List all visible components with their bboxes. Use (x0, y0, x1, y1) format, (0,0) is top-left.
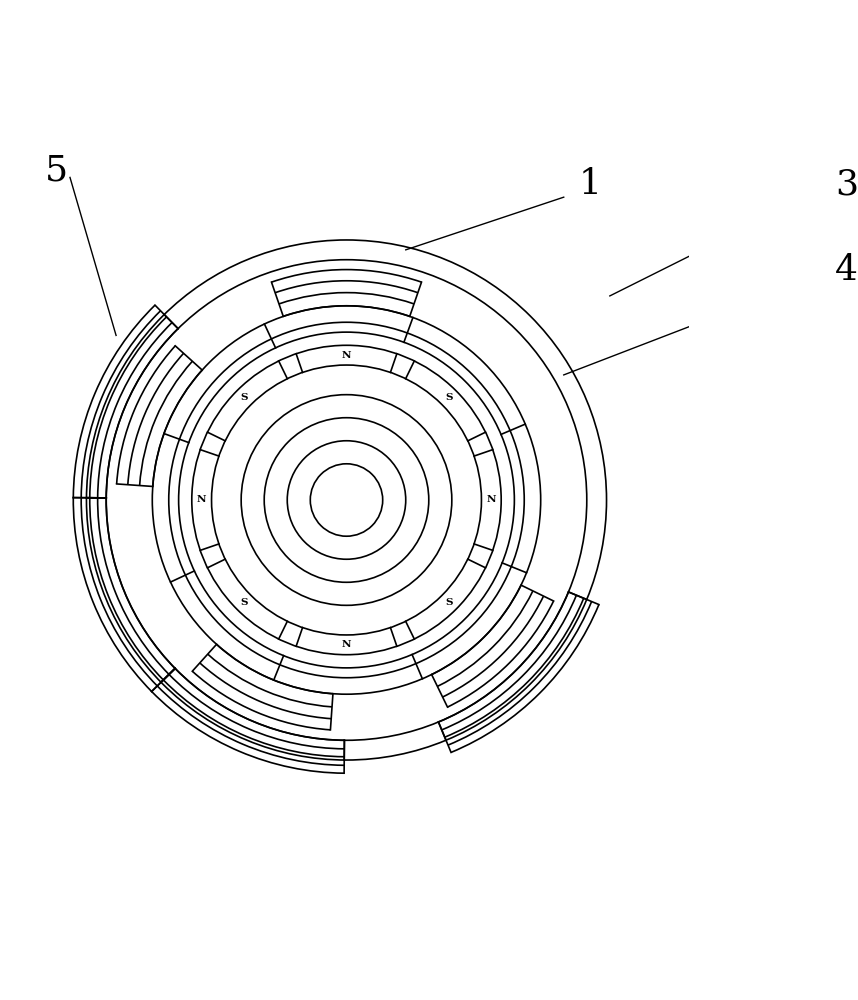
Text: S: S (445, 393, 453, 402)
Text: S: S (445, 598, 453, 607)
Text: N: N (341, 351, 351, 360)
Text: N: N (197, 495, 207, 504)
Text: 5: 5 (45, 154, 69, 188)
Text: N: N (341, 640, 351, 649)
Text: 3: 3 (835, 167, 858, 201)
Text: 4: 4 (836, 253, 858, 287)
Text: S: S (240, 598, 248, 607)
Text: S: S (240, 393, 248, 402)
Text: 1: 1 (578, 167, 601, 201)
Text: N: N (486, 495, 496, 504)
